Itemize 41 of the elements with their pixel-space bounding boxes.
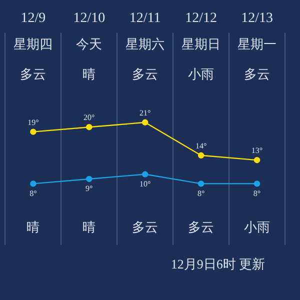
- point: [86, 176, 92, 182]
- data-label: 8°: [253, 188, 261, 198]
- x-tick-label: 12/13: [241, 11, 273, 26]
- x-tick-label: 12/9: [20, 11, 46, 26]
- point: [198, 180, 204, 187]
- text: 多云: [132, 219, 158, 234]
- text: 多云: [132, 66, 158, 82]
- point: [142, 171, 148, 178]
- data-label: 8°: [197, 188, 205, 198]
- x-tick-label: 12/10: [73, 11, 106, 26]
- point: [30, 180, 36, 187]
- data-label: 9°: [86, 184, 93, 194]
- data-label: 21°: [140, 108, 151, 118]
- data-label: 13°: [251, 146, 263, 156]
- point: [254, 180, 260, 187]
- text: 晴: [26, 219, 40, 234]
- text: 多云: [20, 66, 46, 82]
- point: [142, 119, 148, 126]
- x-tick-label: 12/12: [185, 11, 218, 26]
- point: [254, 157, 260, 164]
- text: 今天: [76, 36, 102, 52]
- text: 12月9日6时 更新: [170, 256, 266, 272]
- point: [30, 128, 36, 135]
- text: 晴: [82, 219, 96, 234]
- data-label: 10°: [140, 179, 151, 188]
- data-label: 20°: [84, 113, 95, 122]
- text: 星期四: [14, 36, 53, 52]
- text: 晴: [82, 66, 96, 82]
- text: 星期一: [238, 36, 277, 52]
- text: 星期六: [126, 36, 165, 52]
- point: [86, 124, 92, 130]
- text: 星期日: [182, 36, 221, 52]
- point: [198, 152, 204, 159]
- text: 多云: [244, 66, 270, 82]
- data-label: 14°: [195, 142, 207, 150]
- text: 多云: [188, 219, 214, 234]
- x-tick-label: 12/11: [129, 11, 161, 26]
- data-label: 8°: [30, 188, 37, 198]
- text: 小雨: [188, 66, 214, 82]
- text: 小雨: [244, 219, 270, 234]
- data-label: 19°: [28, 118, 39, 127]
